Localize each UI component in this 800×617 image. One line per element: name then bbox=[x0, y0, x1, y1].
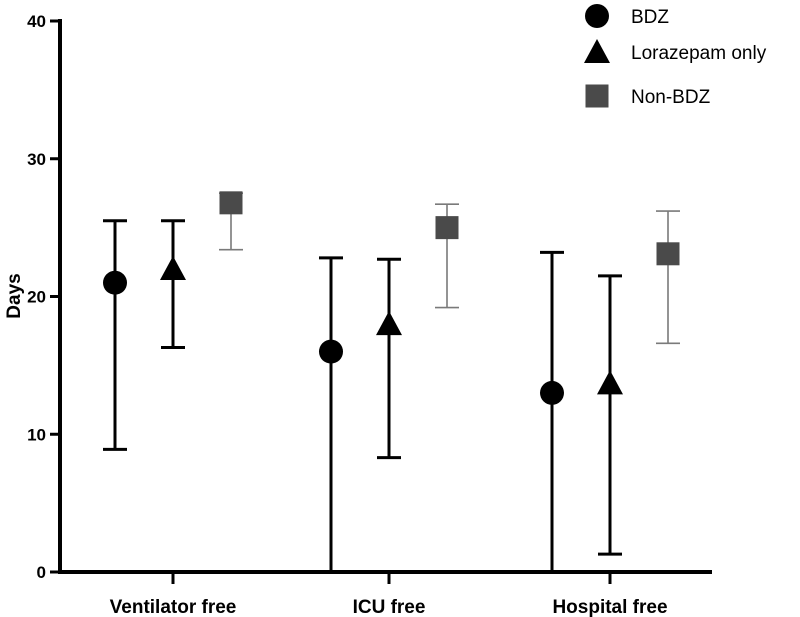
legend-label: BDZ bbox=[631, 7, 669, 28]
y-axis-label: Days bbox=[4, 273, 25, 318]
y-tick-label: 20 bbox=[27, 288, 46, 307]
data-point bbox=[597, 370, 623, 395]
legend-marker bbox=[585, 84, 609, 108]
legend-marker bbox=[585, 4, 609, 28]
legend: BDZ Lorazepam only Non-BDZ bbox=[584, 4, 767, 108]
x-tick-label: Hospital free bbox=[552, 597, 667, 617]
data-point bbox=[540, 380, 564, 405]
y-axis-ticks: 0 10 20 30 40 bbox=[27, 12, 60, 582]
data-point bbox=[219, 191, 243, 215]
series-non-bdz bbox=[219, 191, 680, 345]
x-tick-label: ICU free bbox=[353, 597, 426, 617]
y-tick-label: 10 bbox=[27, 425, 46, 444]
y-tick-label: 0 bbox=[37, 563, 46, 582]
series-lorazepam-only bbox=[160, 219, 623, 556]
data-series bbox=[103, 191, 680, 574]
series-bdz bbox=[103, 219, 564, 574]
y-tick-label: 40 bbox=[27, 12, 46, 31]
legend-label: Non-BDZ bbox=[631, 87, 711, 108]
data-point bbox=[160, 255, 186, 280]
x-axis-ticks: Ventilator free ICU free Hospital free bbox=[110, 572, 668, 617]
data-point bbox=[435, 216, 459, 240]
legend-label: Lorazepam only bbox=[631, 43, 767, 64]
data-point bbox=[656, 242, 680, 266]
x-tick-label: Ventilator free bbox=[110, 597, 237, 617]
y-tick-label: 30 bbox=[27, 150, 46, 169]
data-point bbox=[376, 311, 402, 336]
data-point bbox=[103, 270, 127, 295]
data-point bbox=[319, 339, 343, 364]
legend-marker bbox=[584, 39, 610, 64]
